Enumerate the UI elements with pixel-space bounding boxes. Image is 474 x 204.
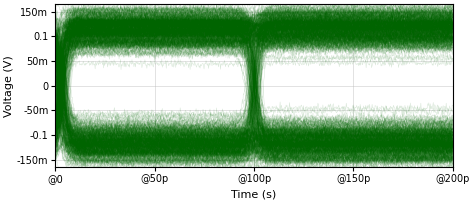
Y-axis label: Voltage (V): Voltage (V) <box>4 55 14 117</box>
X-axis label: Time (s): Time (s) <box>231 190 277 200</box>
